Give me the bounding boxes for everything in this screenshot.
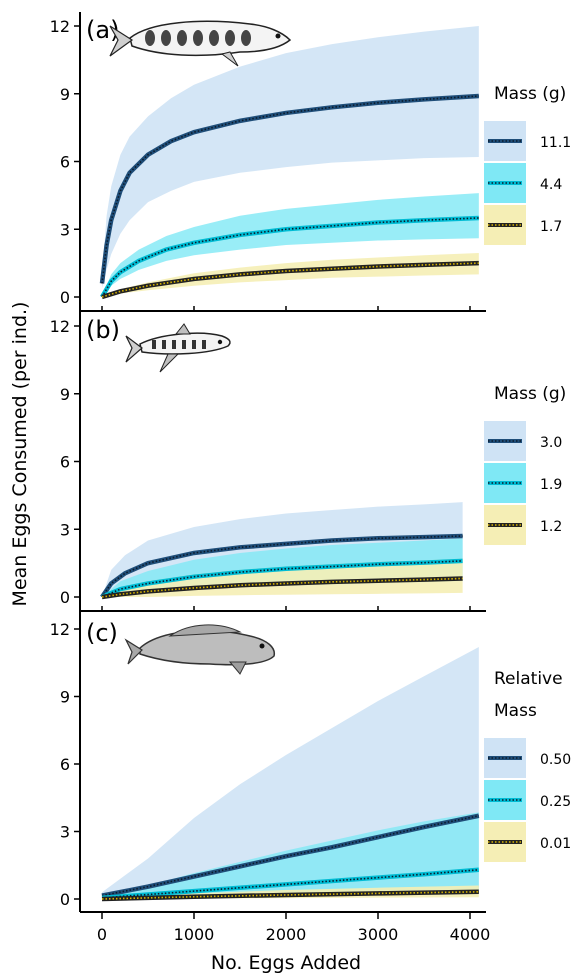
x-tick-label: 3000	[358, 925, 399, 944]
trout-parr-mark	[177, 30, 187, 46]
series-line-0.50	[101, 813, 480, 898]
ribbon-11.1	[102, 26, 479, 288]
minnow-tail	[125, 335, 143, 363]
x-axis-label: No. Eggs Added	[211, 952, 361, 974]
minnow-eye	[217, 339, 223, 345]
legend-label: 11.1	[540, 135, 571, 151]
sculpin-eye	[259, 643, 265, 649]
y-tick-label: 12	[50, 317, 70, 336]
y-tick-label: 6	[60, 453, 70, 472]
x-tick-label: 4000	[450, 925, 491, 944]
legend-label: 4.4	[540, 177, 562, 193]
legend-title: Mass (g)	[494, 384, 566, 404]
y-tick-label: 3	[60, 520, 70, 539]
legend-label: 0.25	[540, 794, 571, 810]
minnow-dorsal-fin	[174, 323, 191, 335]
sculpin-icon	[124, 624, 276, 675]
minnow-bar	[172, 340, 176, 349]
y-tick-label: 12	[50, 17, 70, 36]
legend-label: 1.2	[540, 519, 562, 535]
y-tick-label: 3	[60, 823, 70, 842]
panel-b: 0 3 6 9 12 (b) Mass (g) 3.0 1.9 1.2	[50, 311, 566, 612]
ribbon-4.4	[102, 193, 479, 297]
minnow-bar	[162, 340, 166, 349]
y-tick-label: 6	[60, 755, 70, 774]
legend-title: Mass	[494, 701, 537, 721]
trout-tail	[109, 25, 134, 57]
trout-parr-mark	[241, 30, 251, 46]
trout-eye	[275, 33, 281, 39]
y-tick-label: 9	[60, 85, 70, 104]
series-dots-1.7	[101, 262, 479, 298]
minnow-bar	[202, 340, 206, 349]
y-tick-label: 9	[60, 385, 70, 404]
series-dots-3.0	[101, 535, 463, 598]
trout-icon	[109, 20, 292, 67]
x-tick-label: 1000	[174, 925, 215, 944]
legend-label: 3.0	[540, 435, 562, 451]
trout-parr-mark	[161, 30, 171, 46]
y-tick-label: 0	[60, 890, 70, 909]
y-tick-label: 12	[50, 620, 70, 639]
sculpin-body	[139, 629, 276, 666]
panel-label: (c)	[86, 619, 118, 647]
sculpin-tail	[124, 638, 143, 665]
legend-label: 1.7	[540, 219, 562, 235]
y-tick-label: 3	[60, 220, 70, 239]
minnow-ventral-fin	[159, 353, 180, 373]
legend-label: 1.9	[540, 477, 562, 493]
series-line-0.25	[101, 867, 480, 901]
x-tick-label: 0	[97, 925, 107, 944]
trout-parr-mark	[225, 30, 235, 46]
trout-fin	[220, 51, 239, 67]
sculpin-dorsal-fin	[168, 624, 242, 637]
trout-parr-mark	[145, 30, 155, 46]
minnow-bar	[192, 340, 196, 349]
minnow-bar	[182, 340, 186, 349]
series-dots-1.2	[101, 577, 463, 598]
legend-label: 0.50	[540, 752, 571, 768]
panel-c: 0 3 6 9 12 (c) Relative Mass 0.50 0.25 0.01	[50, 611, 571, 912]
y-tick-label: 6	[60, 153, 70, 172]
legend-title: Relative	[494, 669, 563, 689]
legend-title: Mass (g)	[494, 84, 566, 104]
series-line-0.01	[101, 889, 479, 902]
series-dots-11.1	[101, 95, 479, 284]
minnow-icon	[125, 323, 231, 373]
y-tick-label: 0	[60, 288, 70, 307]
y-tick-label: 9	[60, 688, 70, 707]
trout-parr-mark	[193, 30, 203, 46]
y-tick-label: 0	[60, 588, 70, 607]
minnow-bar	[152, 340, 156, 349]
panel-label: (b)	[86, 316, 120, 344]
series-dots-4.4	[101, 217, 479, 298]
x-tick-label: 2000	[266, 925, 307, 944]
legend-label: 0.01	[540, 836, 571, 852]
series-dots-1.9	[101, 560, 463, 598]
x-axis-ticks: 0 1000 2000 3000 4000	[97, 912, 490, 944]
y-axis-label: Mean Eggs Consumed (per ind.)	[9, 302, 31, 607]
ribbon-1.7	[102, 252, 479, 297]
sculpin-pectoral-fin	[228, 661, 247, 675]
trout-parr-mark	[209, 30, 219, 46]
